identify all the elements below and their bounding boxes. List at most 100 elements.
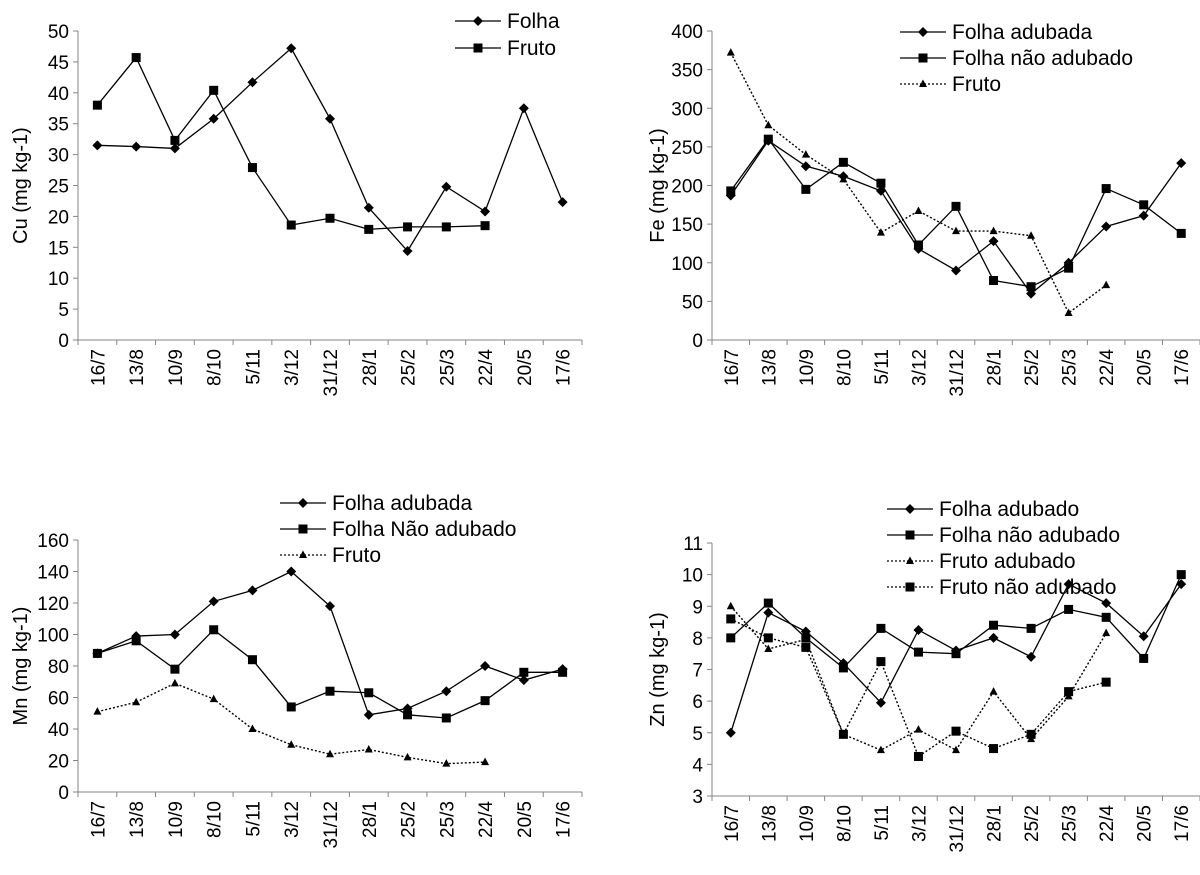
data-point: [1176, 579, 1187, 590]
y-tick-label: 30: [48, 146, 69, 167]
legend-label: Folha adubada: [952, 21, 1092, 44]
x-tick-label: 10/9: [797, 349, 818, 386]
data-point: [913, 624, 924, 635]
legend-marker: [905, 582, 915, 592]
data-point: [248, 724, 257, 732]
data-point: [801, 150, 810, 158]
data-point: [1101, 598, 1112, 609]
data-point: [209, 694, 218, 703]
x-tick-label: 22/4: [1097, 349, 1118, 386]
legend-label: Fruto: [332, 544, 381, 567]
series-1: [92, 43, 568, 257]
data-point: [876, 745, 885, 754]
y-tick-label: 100: [671, 254, 703, 275]
legend-label: Folha adubado: [939, 498, 1079, 521]
data-point: [1026, 651, 1037, 662]
y-tick-label: 160: [37, 531, 69, 552]
y-tick-label: 20: [48, 752, 69, 773]
data-point: [913, 751, 923, 761]
x-tick-label: 17/6: [1172, 805, 1193, 842]
y-tick-label: 60: [48, 689, 69, 710]
x-tick-label: 3/12: [909, 349, 930, 386]
x-tick-label: 25/3: [1060, 349, 1081, 386]
y-tick-label: 5: [58, 300, 69, 321]
y-tick-label: 9: [692, 597, 703, 618]
legend-label: Fruto não adubado: [939, 576, 1116, 599]
data-point: [876, 623, 886, 633]
series-1: [725, 135, 1187, 299]
data-point: [364, 688, 374, 698]
series-line: [730, 618, 1107, 758]
series-3: [93, 678, 490, 767]
y-tick-label: 20: [48, 207, 69, 228]
data-point: [131, 53, 141, 63]
y-axis-label: Cu (mg kg-1): [10, 127, 32, 244]
data-point: [800, 161, 811, 172]
data-point: [403, 222, 413, 232]
data-point: [725, 727, 736, 738]
data-point: [286, 220, 296, 230]
legend-marker: [918, 27, 928, 37]
data-point: [1102, 280, 1111, 289]
data-point: [763, 633, 773, 643]
data-point: [913, 240, 923, 250]
data-point: [480, 661, 491, 671]
data-point: [838, 157, 848, 167]
legend: Folha adubada Folha Não adubado Fruto: [280, 492, 516, 567]
x-tick-label: 25/3: [1060, 805, 1081, 842]
data-point: [209, 85, 219, 95]
y-tick-label: 50: [48, 22, 69, 43]
y-tick-label: 15: [48, 238, 69, 259]
y-tick-label: 50: [682, 292, 703, 313]
x-tick-label: 10/9: [166, 349, 187, 386]
data-point: [442, 759, 451, 767]
data-point: [989, 744, 999, 754]
series-1: [725, 579, 1187, 738]
data-point: [838, 663, 848, 673]
legend-marker: [905, 504, 915, 514]
x-tick-label: 16/7: [88, 349, 109, 386]
data-point: [989, 620, 999, 630]
data-point: [1064, 263, 1074, 273]
data-point: [726, 633, 736, 643]
data-point: [92, 648, 102, 658]
data-point: [92, 140, 103, 151]
x-tick-label: 25/3: [437, 801, 458, 838]
legend-label: Fruto: [507, 37, 556, 60]
data-point: [914, 206, 923, 214]
y-tick-label: 3: [692, 787, 703, 808]
series-line: [97, 628, 563, 719]
data-point: [441, 713, 451, 723]
data-point: [951, 726, 961, 736]
y-tick-label: 7: [692, 661, 703, 682]
data-point: [726, 601, 735, 610]
y-tick-label: 400: [671, 22, 703, 43]
data-point: [989, 687, 998, 695]
y-tick-label: 45: [48, 53, 69, 74]
data-point: [558, 667, 568, 677]
legend: Folha adubado Folha não adubado Fruto adub…: [887, 498, 1120, 599]
y-tick-label: 40: [48, 720, 69, 741]
legend-label: Folha Não adubado: [332, 518, 516, 541]
data-point: [1138, 210, 1149, 221]
data-point: [1064, 604, 1074, 614]
x-tick-label: 13/8: [127, 801, 148, 838]
x-tick-label: 5/11: [243, 801, 264, 837]
data-point: [839, 174, 848, 183]
data-point: [763, 607, 774, 618]
data-point: [92, 100, 102, 110]
y-tick-label: 100: [37, 626, 69, 647]
series-2: [92, 625, 568, 723]
data-point: [838, 729, 848, 739]
data-point: [363, 709, 374, 720]
data-point: [1102, 628, 1111, 637]
data-point: [1101, 221, 1112, 232]
x-tick-label: 8/10: [205, 349, 226, 386]
data-point: [989, 276, 999, 286]
data-point: [131, 141, 142, 152]
legend-marker: [918, 53, 928, 63]
data-point: [325, 213, 335, 223]
data-point: [1101, 612, 1111, 622]
x-tick-label: 25/2: [1022, 349, 1043, 386]
